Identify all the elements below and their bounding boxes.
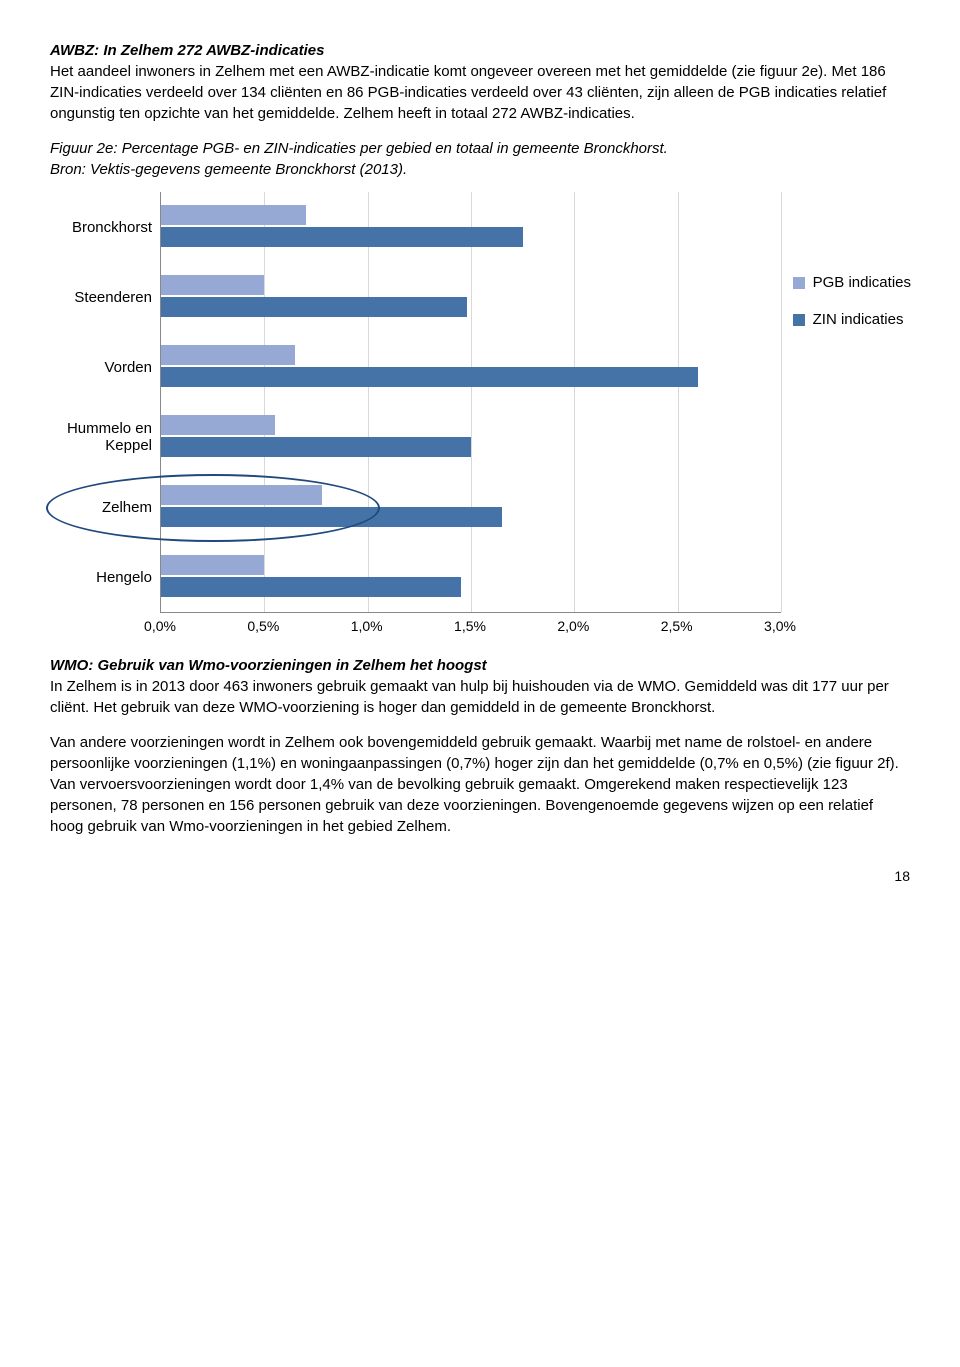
bar-pgb	[161, 485, 322, 505]
section2-para2: Van andere voorzieningen wordt in Zelhem…	[50, 732, 910, 837]
bar-pgb	[161, 275, 264, 295]
chart-x-axis: 0,0%0,5%1,0%1,5%2,0%2,5%3,0%	[160, 613, 780, 635]
x-tick-label: 2,0%	[557, 617, 589, 637]
y-category-label: Hummelo enKeppel	[50, 402, 160, 472]
bar-pgb	[161, 345, 295, 365]
x-tick-label: 0,0%	[144, 617, 176, 637]
figure-caption-line2: Bron: Vektis-gegevens gemeente Bronckhor…	[50, 161, 407, 178]
chart-legend: PGB indicaties ZIN indicaties	[793, 272, 911, 346]
section1-para: AWBZ: In Zelhem 272 AWBZ-indicaties Het …	[50, 40, 910, 124]
chart-row	[161, 542, 781, 612]
bar-zin	[161, 507, 502, 527]
bar-zin	[161, 437, 471, 457]
bar-zin	[161, 367, 698, 387]
x-tick-label: 3,0%	[764, 617, 796, 637]
gridline	[781, 192, 782, 612]
legend-item-pgb: PGB indicaties	[793, 272, 911, 293]
page-number: 18	[50, 867, 910, 887]
figure-caption: Figuur 2e: Percentage PGB- en ZIN-indica…	[50, 138, 910, 180]
section2-body1: In Zelhem is in 2013 door 463 inwoners g…	[50, 678, 889, 716]
bar-zin	[161, 227, 523, 247]
legend-swatch-pgb	[793, 277, 805, 289]
section1-heading: AWBZ: In Zelhem 272 AWBZ-indicaties	[50, 42, 324, 59]
chart-row	[161, 192, 781, 262]
bar-pgb	[161, 555, 264, 575]
x-tick-label: 0,5%	[247, 617, 279, 637]
legend-item-zin: ZIN indicaties	[793, 309, 911, 330]
figure-caption-line1: Figuur 2e: Percentage PGB- en ZIN-indica…	[50, 140, 668, 157]
x-tick-label: 1,5%	[454, 617, 486, 637]
bar-zin	[161, 297, 467, 317]
x-tick-label: 2,5%	[661, 617, 693, 637]
legend-swatch-zin	[793, 314, 805, 326]
section2-heading: WMO: Gebruik van Wmo-voorzieningen in Ze…	[50, 657, 487, 674]
chart-row	[161, 402, 781, 472]
bar-zin	[161, 577, 461, 597]
x-tick-label: 1,0%	[351, 617, 383, 637]
section2-para1: WMO: Gebruik van Wmo-voorzieningen in Ze…	[50, 655, 910, 718]
y-category-label: Bronckhorst	[50, 192, 160, 262]
legend-label-pgb: PGB indicaties	[813, 272, 911, 293]
legend-label-zin: ZIN indicaties	[813, 309, 904, 330]
chart-row	[161, 472, 781, 542]
y-category-label: Zelhem	[50, 472, 160, 542]
bar-pgb	[161, 415, 275, 435]
bar-chart: BronckhorstSteenderenVordenHummelo enKep…	[50, 192, 910, 635]
y-category-label: Vorden	[50, 332, 160, 402]
section1-body: Het aandeel inwoners in Zelhem met een A…	[50, 63, 886, 122]
y-category-label: Steenderen	[50, 262, 160, 332]
y-category-label: Hengelo	[50, 542, 160, 612]
bar-pgb	[161, 205, 306, 225]
chart-row	[161, 262, 781, 332]
chart-row	[161, 332, 781, 402]
